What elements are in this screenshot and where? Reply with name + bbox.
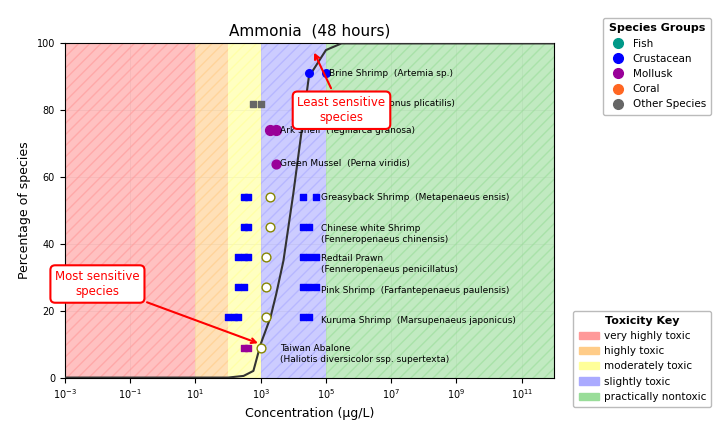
Point: [222, 314, 234, 321]
Point: [265, 127, 276, 134]
Point: [297, 284, 309, 291]
Point: [255, 100, 266, 107]
Text: Redtail Prawn
(Fenneropenaeus penicillatus): Redtail Prawn (Fenneropenaeus penicillat…: [321, 254, 458, 274]
Point: [271, 127, 282, 134]
Point: [238, 194, 249, 201]
Point: [242, 254, 253, 261]
Text: Green Mussel  (Perna viridis): Green Mussel (Perna viridis): [280, 159, 410, 168]
Point: [242, 344, 253, 351]
Text: Greasyback Shrimp  (Metapenaeus ensis): Greasyback Shrimp (Metapenaeus ensis): [321, 193, 509, 202]
Point: [303, 314, 315, 321]
Point: [232, 284, 243, 291]
Point: [310, 254, 322, 261]
Text: Brine Shrimp  (Artemia sp.): Brine Shrimp (Artemia sp.): [328, 69, 452, 78]
Point: [303, 254, 315, 261]
Point: [238, 284, 249, 291]
Point: [310, 100, 322, 107]
Point: [303, 70, 315, 77]
Point: [310, 284, 322, 291]
Text: Chinese white Shrimp
(Fenneropenaeus chinensis): Chinese white Shrimp (Fenneropenaeus chi…: [321, 224, 448, 243]
Point: [232, 254, 243, 261]
Point: [297, 224, 309, 231]
Bar: [326, 43, 554, 378]
Point: [242, 224, 253, 231]
Text: Taiwan Abalone
(Haliotis diversicolor ssp. supertexta): Taiwan Abalone (Haliotis diversicolor ss…: [280, 345, 449, 364]
Point: [261, 314, 272, 321]
Point: [297, 194, 309, 201]
Point: [228, 314, 240, 321]
Point: [297, 314, 309, 321]
Point: [238, 254, 249, 261]
Bar: [65, 43, 195, 378]
Legend: Fish, Crustacean, Mollusk, Coral, Other Species: Fish, Crustacean, Mollusk, Coral, Other …: [603, 18, 711, 115]
Point: [255, 344, 266, 351]
Point: [261, 284, 272, 291]
Bar: [195, 43, 228, 378]
Point: [261, 254, 272, 261]
Text: Most sensitive
species: Most sensitive species: [55, 270, 256, 343]
Point: [303, 100, 315, 107]
Title: Ammonia  (48 hours): Ammonia (48 hours): [229, 23, 390, 38]
Text: Kuruma Shrimp  (Marsupenaeus japonicus): Kuruma Shrimp (Marsupenaeus japonicus): [321, 316, 516, 325]
Bar: [228, 43, 261, 378]
Y-axis label: Percentage of species: Percentage of species: [18, 141, 31, 279]
Point: [265, 224, 276, 231]
Point: [238, 344, 249, 351]
Text: Rotifer  (Brachionus plicatilis): Rotifer (Brachionus plicatilis): [321, 99, 455, 108]
Text: Least sensitive
species: Least sensitive species: [297, 55, 385, 124]
Legend: very highly toxic, highly toxic, moderately toxic, slightly toxic, practically n: very highly toxic, highly toxic, moderat…: [573, 311, 711, 407]
Point: [232, 314, 243, 321]
Point: [303, 224, 315, 231]
Point: [265, 194, 276, 201]
Point: [303, 284, 315, 291]
Point: [297, 254, 309, 261]
Text: Pink Shrimp  (Farfantepenaeus paulensis): Pink Shrimp (Farfantepenaeus paulensis): [321, 286, 509, 295]
X-axis label: Concentration (μg/L): Concentration (μg/L): [245, 407, 374, 420]
Point: [248, 100, 259, 107]
Point: [320, 70, 332, 77]
Point: [297, 100, 309, 107]
Point: [310, 194, 322, 201]
Bar: [261, 43, 326, 378]
Point: [271, 160, 282, 167]
Point: [238, 224, 249, 231]
Point: [242, 194, 253, 201]
Text: Ark Shell  (Tegillarca granosa): Ark Shell (Tegillarca granosa): [280, 126, 415, 135]
